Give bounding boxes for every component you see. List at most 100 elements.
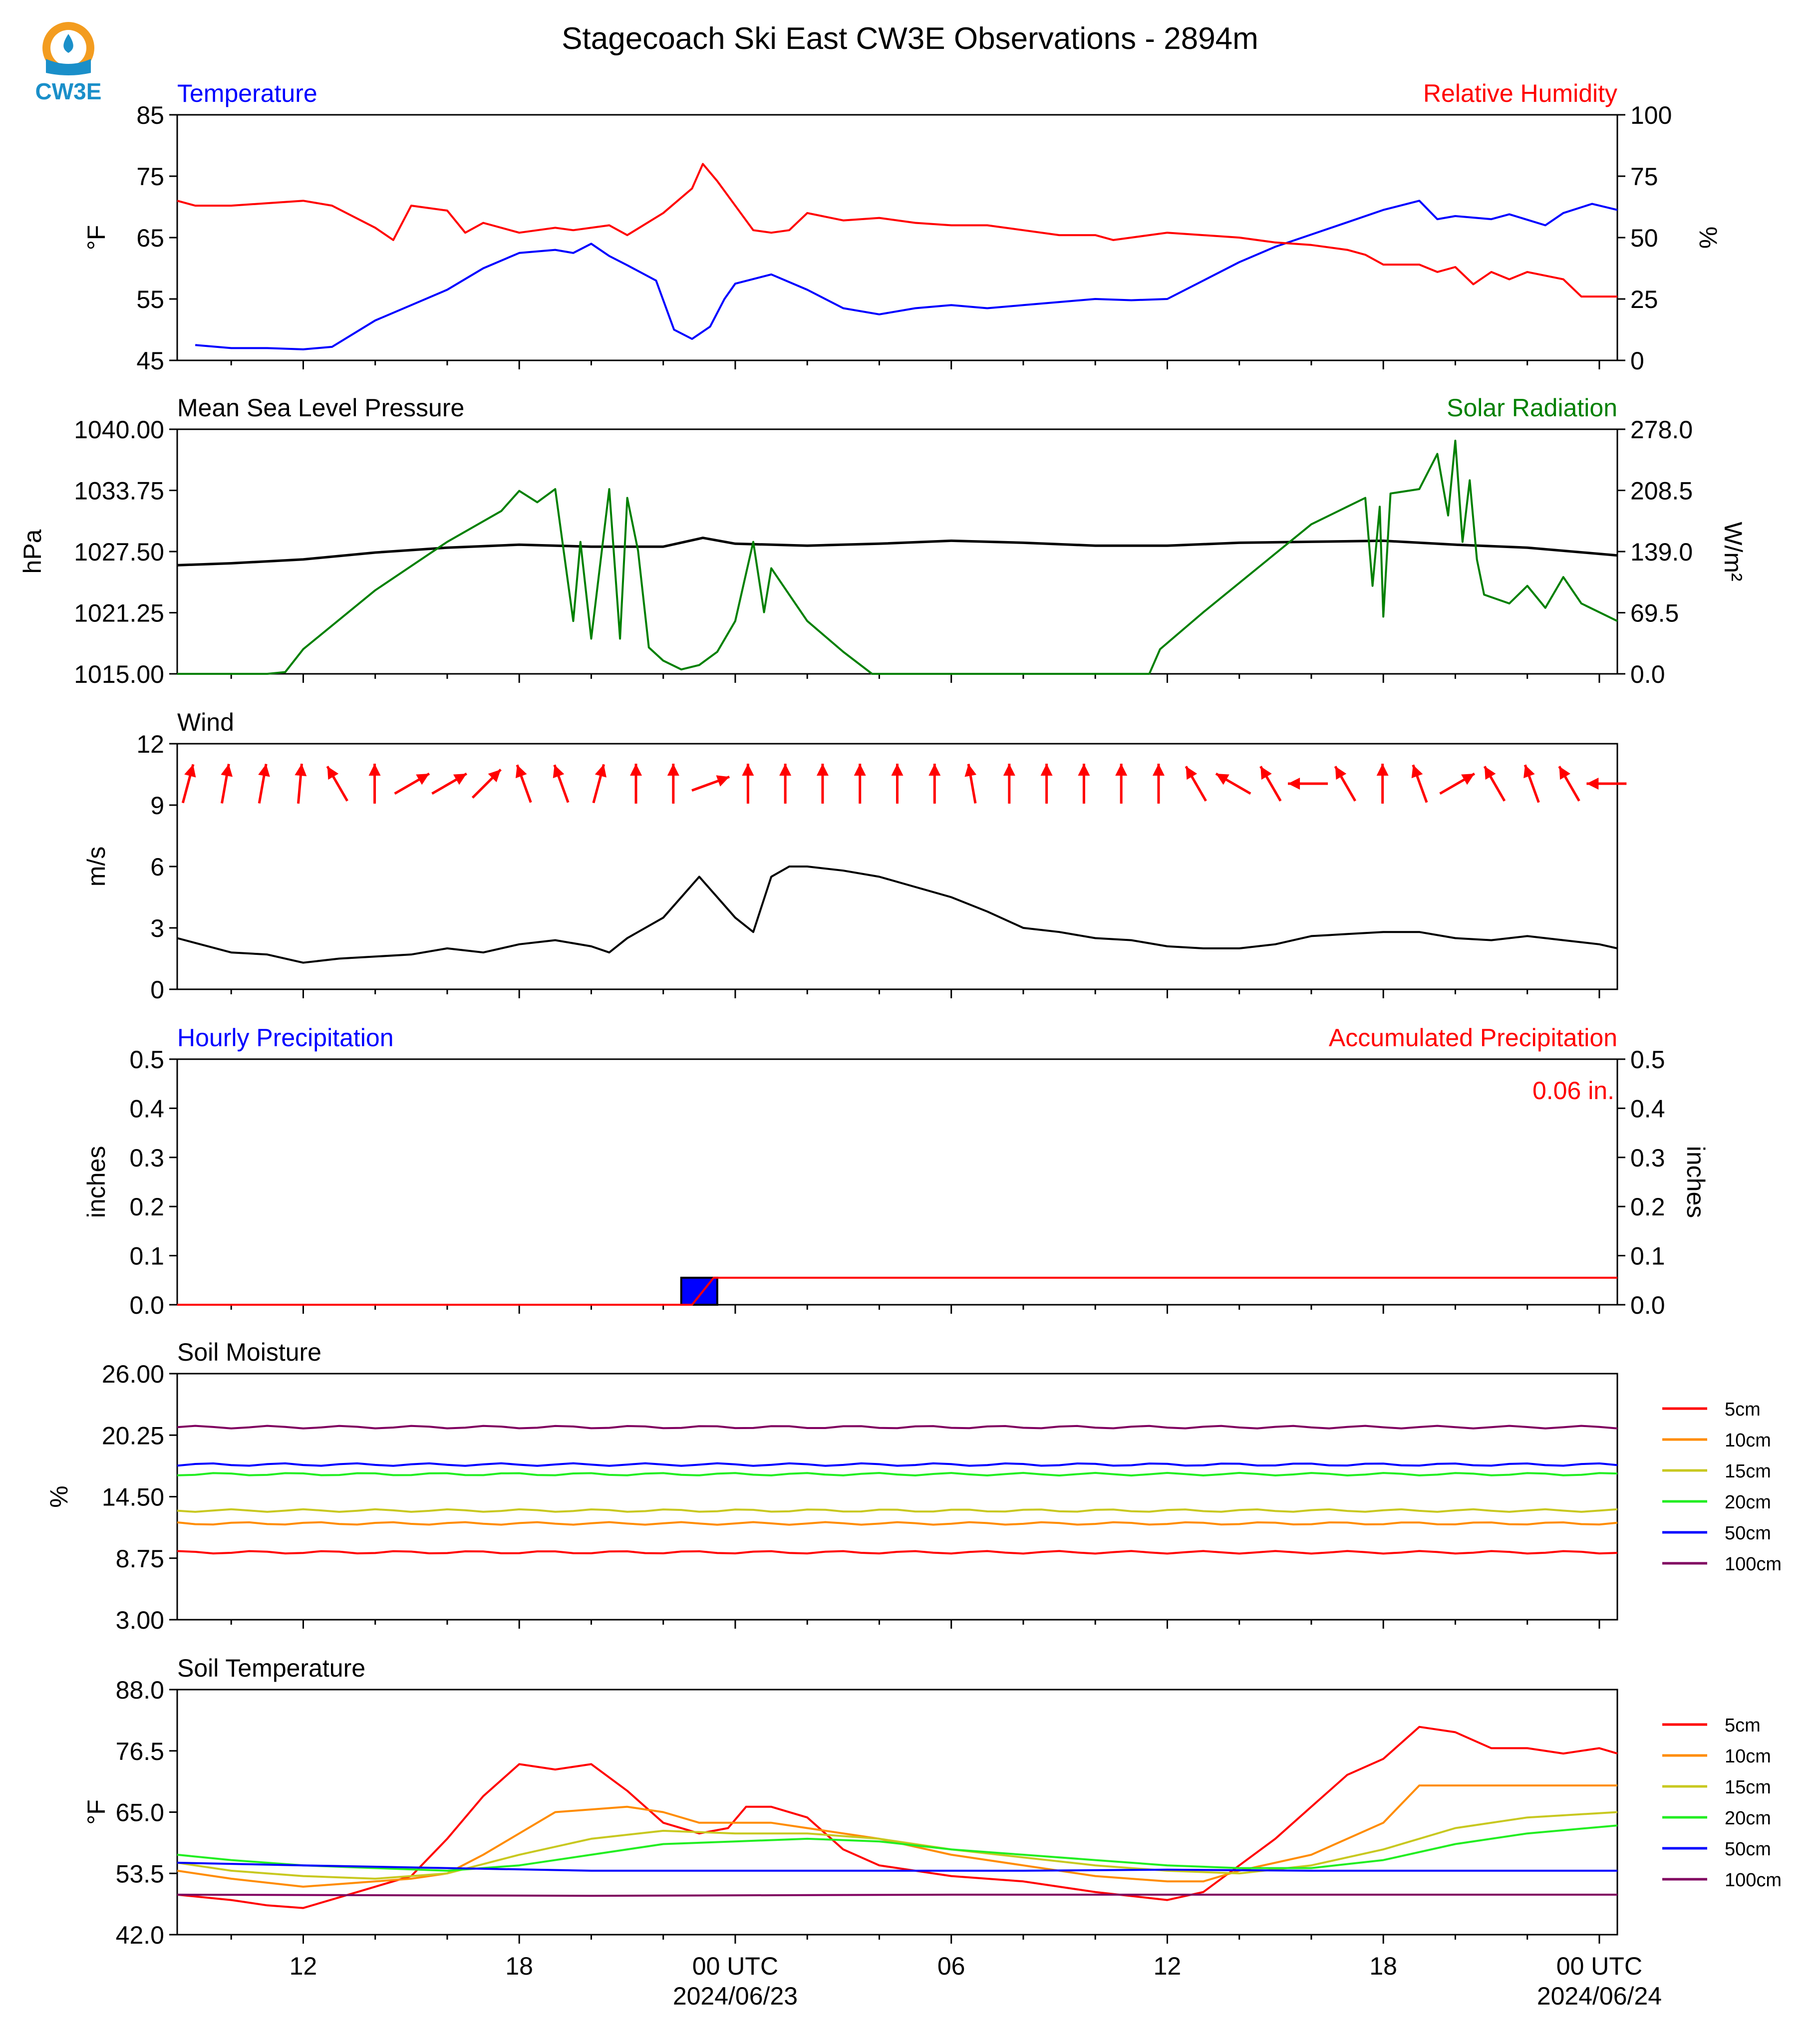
wind-arrow xyxy=(691,775,730,792)
y-tick-label: 75 xyxy=(136,163,164,191)
y2-tick-label: 208.5 xyxy=(1630,477,1693,505)
wind-arrow xyxy=(515,764,532,803)
soil-moisture-10cm xyxy=(177,1521,1618,1526)
wind-arrow xyxy=(221,764,233,804)
wind-arrow-head xyxy=(515,765,527,779)
y2-tick-label: 50 xyxy=(1630,224,1658,252)
wind-arrow-head xyxy=(1586,778,1599,790)
wind-arrow xyxy=(667,764,679,804)
wind-arrow-head xyxy=(1115,764,1128,776)
y-tick-label: 88.0 xyxy=(116,1676,164,1704)
y-tick-label: 1021.25 xyxy=(74,599,164,627)
y-tick-label: 85 xyxy=(136,101,164,129)
panel-title-left: Hourly Precipitation xyxy=(177,1024,394,1052)
y2-tick-label: 278.0 xyxy=(1630,416,1693,444)
panel-title-right: Solar Radiation xyxy=(1447,394,1617,422)
y-axis-label: hPa xyxy=(18,529,46,574)
panel-title-left: Soil Temperature xyxy=(177,1654,365,1682)
panel-title-right: Relative Humidity xyxy=(1423,79,1617,107)
wind-arrow-head xyxy=(816,764,829,776)
wind-arrow xyxy=(258,764,270,804)
wind-arrow-head xyxy=(1288,778,1300,790)
wind-arrow-head xyxy=(779,764,792,776)
y-tick-label: 55 xyxy=(136,286,164,313)
wind-arrow xyxy=(854,764,866,804)
wind-arrow-head xyxy=(716,775,730,787)
wind-arrow xyxy=(1078,764,1090,804)
panel-temperature: Temperature Relative Humidity 45 55 65 75 85 °F… xyxy=(82,79,1722,375)
y2-tick-label: 0.2 xyxy=(1630,1193,1665,1221)
legend-label: 20cm xyxy=(1725,1808,1771,1829)
panel-title-left: Temperature xyxy=(177,79,317,107)
panels: Temperature Relative Humidity 45 55 65 75 85 °F… xyxy=(18,79,1782,2010)
wind-arrow xyxy=(630,764,642,804)
y-tick-label: 0.5 xyxy=(129,1046,164,1074)
wind-arrow xyxy=(1185,766,1207,802)
plot-frame xyxy=(176,114,1618,361)
cw3e-logo: CW3E xyxy=(31,19,106,104)
y-tick-label: 0.3 xyxy=(129,1144,164,1172)
y2-tick-label: 139.0 xyxy=(1630,538,1693,566)
x-tick-label: 18 xyxy=(505,1952,533,1980)
y2-tick-label: 0 xyxy=(1630,347,1644,375)
wind-arrow-head xyxy=(1215,774,1229,785)
wind-arrow-head xyxy=(891,764,904,776)
soil-moisture-15cm xyxy=(177,1508,1618,1513)
y2-tick-label: 0.3 xyxy=(1630,1144,1665,1172)
y2-tick-label: 0.0 xyxy=(1630,1291,1665,1319)
wind-arrow-head xyxy=(1152,764,1165,776)
y-tick-label: 1040.00 xyxy=(74,416,164,444)
soil-temperature-15cm xyxy=(177,1811,1618,1880)
y-axis-label: °F xyxy=(82,225,110,251)
wind-arrow xyxy=(394,772,430,795)
wind-arrow xyxy=(295,763,307,804)
y2-tick-label: 0.5 xyxy=(1630,1046,1665,1074)
y-tick-label: 1033.75 xyxy=(74,477,164,505)
legend-label: 10cm xyxy=(1725,1430,1771,1451)
wind-arrow-head xyxy=(742,764,754,776)
y-tick-label: 6 xyxy=(150,853,164,881)
wind-arrow-head xyxy=(854,764,866,776)
plot-frame xyxy=(176,1373,1618,1621)
y-tick-label: 0.2 xyxy=(129,1193,164,1221)
y2-tick-label: 75 xyxy=(1630,163,1658,191)
legend-soil-moisture: 5cm 10cm 15cm 20cm 50cm 100cm xyxy=(1662,1399,1782,1575)
wind-arrow xyxy=(1215,772,1251,795)
y-tick-label: 26.00 xyxy=(102,1360,164,1388)
soil-moisture-100cm xyxy=(177,1425,1618,1430)
y-tick-label: 1015.00 xyxy=(74,660,164,688)
solar-radiation-series xyxy=(177,439,1618,675)
x-tick-label: 06 xyxy=(937,1952,965,1980)
plot-frame xyxy=(176,1058,1618,1306)
legend-label: 5cm xyxy=(1725,1399,1761,1420)
y-tick-label: 12 xyxy=(136,730,164,758)
wind-arrow-head xyxy=(453,774,467,785)
legend-label: 50cm xyxy=(1725,1839,1771,1860)
panel-wind: Wind 0 3 6 9 12 m/s xyxy=(82,708,1618,1004)
wind-arrow-head xyxy=(1485,766,1496,780)
panel-pressure: Mean Sea Level Pressure Solar Radiation 10… xyxy=(18,394,1747,688)
wind-arrow-head xyxy=(1040,764,1053,776)
panel-title-left: Soil Moisture xyxy=(177,1338,321,1366)
y-tick-label: 20.25 xyxy=(102,1422,164,1449)
wind-arrow xyxy=(1523,764,1540,803)
wind-arrow-head xyxy=(488,769,501,783)
wind-arrow-head xyxy=(295,764,307,777)
y2-tick-label: 0.1 xyxy=(1630,1242,1665,1270)
soil-temperature-20cm xyxy=(177,1824,1618,1872)
wind-arrow xyxy=(816,764,829,804)
wind-arrow-head xyxy=(1411,765,1423,779)
wind-arrow-head xyxy=(630,764,642,776)
wind-arrow xyxy=(1586,778,1627,790)
wind-arrow xyxy=(779,764,792,804)
y-tick-label: 76.5 xyxy=(116,1738,164,1765)
wind-arrow xyxy=(1411,764,1428,803)
accumulated-precip-series xyxy=(177,1276,1617,1306)
wind-arrow xyxy=(181,764,196,804)
legend-soil-temperature: 5cm 10cm 15cm 20cm 50cm 100cm xyxy=(1662,1715,1782,1891)
wind-arrow xyxy=(928,764,941,804)
wind-arrow-head xyxy=(184,764,196,778)
legend-label: 20cm xyxy=(1725,1492,1771,1513)
wind-arrow-head xyxy=(667,764,679,776)
wind-arrow xyxy=(326,766,348,802)
